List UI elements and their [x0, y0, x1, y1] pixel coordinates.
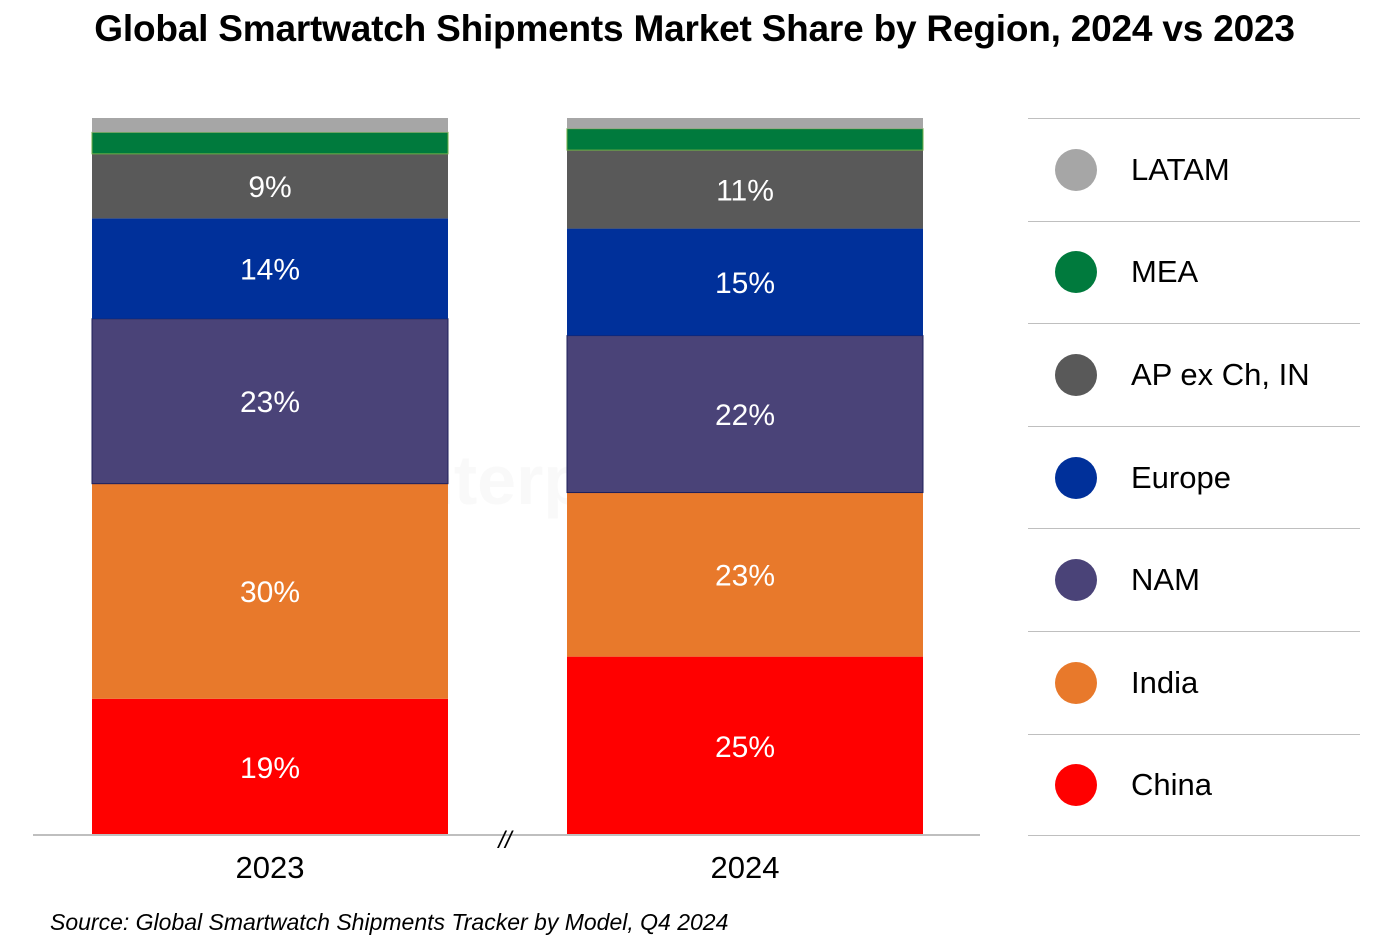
- bar-segment-india-2023: [92, 483, 448, 699]
- x-tick-label: 2023: [236, 850, 305, 885]
- bar-segment-china-2023: [92, 698, 448, 835]
- data-label: 22%: [715, 399, 775, 432]
- bar-segment-india-2024: [567, 492, 923, 657]
- legend-item-ap-ex-ch-in: AP ex Ch, IN: [1028, 323, 1360, 426]
- bar-segment-ap-ex-ch-in-2024: [567, 150, 923, 229]
- legend-item-india: India: [1028, 630, 1360, 734]
- legend-item-europe: Europe: [1028, 425, 1360, 529]
- bar-segment-europe-2024: [567, 228, 923, 336]
- data-label: 19%: [240, 752, 300, 785]
- bar-segment-mea-2023: [91, 131, 449, 155]
- legend-item-nam: NAM: [1028, 528, 1360, 631]
- legend-label: India: [1131, 664, 1199, 700]
- data-label: 23%: [715, 560, 775, 593]
- legend-swatch-icon: [1055, 251, 1097, 294]
- axis-break-marker: //: [496, 827, 514, 854]
- legend-label: China: [1131, 766, 1212, 802]
- data-label: 15%: [715, 267, 775, 300]
- legend-swatch-icon: [1055, 148, 1097, 191]
- legend-label: MEA: [1131, 254, 1199, 290]
- legend-label: NAM: [1131, 562, 1200, 598]
- data-label: 11%: [716, 174, 774, 207]
- legend: LATAM MEA AP ex Ch, IN Europe NAM India China: [1028, 118, 1360, 837]
- data-label: 25%: [715, 731, 775, 764]
- bar-segment-latam-2023: [92, 118, 448, 133]
- bar-segment-latam-2024: [567, 118, 923, 129]
- source-note: Source: Global Smartwatch Shipments Trac…: [50, 909, 729, 935]
- legend-swatch-icon: [1055, 353, 1097, 396]
- bar-segment-mea-2024: [566, 128, 924, 151]
- legend-label: Europe: [1131, 459, 1231, 495]
- legend-swatch-icon: [1055, 661, 1097, 704]
- legend-item-latam: LATAM: [1028, 118, 1360, 221]
- stacked-bar-chart: 19% 30% 23% 14% 9% 2023 25% 23% 22% 15% 11% 2024 //: [33, 118, 980, 885]
- data-label: 30%: [240, 576, 300, 609]
- bar-segment-china-2024: [567, 656, 923, 835]
- bar-segment-europe-2023: [92, 218, 448, 319]
- legend-item-china: China: [1028, 733, 1360, 837]
- data-label: 14%: [240, 254, 300, 287]
- bar-segment-nam-2023: [91, 318, 449, 485]
- legend-item-mea: MEA: [1028, 220, 1360, 324]
- legend-swatch-icon: [1055, 456, 1097, 499]
- data-label: 9%: [248, 171, 291, 204]
- data-label: 23%: [240, 386, 300, 419]
- x-tick-label: 2024: [711, 850, 780, 885]
- legend-label: AP ex Ch, IN: [1131, 356, 1310, 392]
- legend-label: LATAM: [1131, 151, 1230, 187]
- chart-title: Global Smartwatch Shipments Market Share…: [94, 8, 1295, 49]
- legend-swatch-icon: [1055, 763, 1097, 806]
- bar-segment-nam-2024: [566, 335, 924, 494]
- bar-segment-ap-ex-ch-in-2023: [92, 153, 448, 219]
- legend-swatch-icon: [1055, 559, 1097, 602]
